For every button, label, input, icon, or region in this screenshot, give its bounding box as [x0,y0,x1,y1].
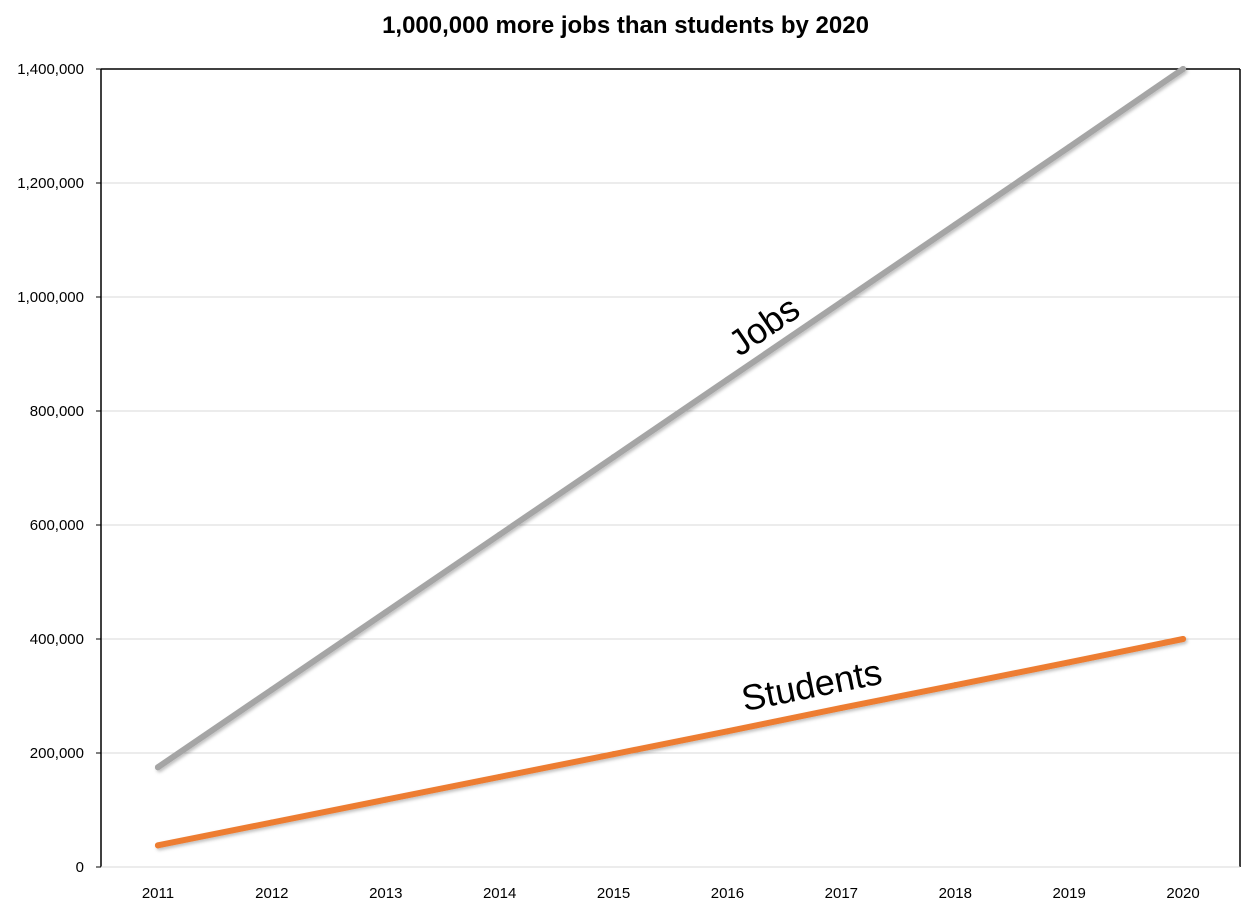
chart-title: 1,000,000 more jobs than students by 202… [382,12,869,39]
data-point-jobs [154,764,161,771]
x-tick-label: 2016 [711,885,744,902]
x-tick-label: 2014 [483,885,516,902]
y-tick-label: 200,000 [30,745,84,762]
data-point-students [496,773,503,780]
y-tick-label: 800,000 [30,403,84,420]
data-point-jobs [724,376,731,383]
data-point-students [724,728,731,735]
data-point-jobs [610,454,617,461]
gridlines [101,182,1240,754]
x-tick-label: 2012 [255,885,288,902]
data-point-jobs [1180,66,1187,72]
data-point-students [1180,636,1187,642]
data-point-students [838,704,845,711]
x-tick-label: 2020 [1166,885,1199,902]
data-point-jobs [838,299,845,306]
series-lines [154,66,1187,849]
data-point-students [268,819,275,826]
data-point-students [154,842,161,849]
data-point-jobs [382,609,389,616]
x-tick-label: 2011 [142,885,174,902]
x-tick-label: 2017 [825,885,858,902]
data-point-students [610,751,617,758]
y-tick-label: 1,200,000 [17,175,84,192]
x-tick-label: 2019 [1052,885,1085,902]
y-tick-label: 400,000 [30,631,84,648]
y-tick-label: 1,000,000 [17,289,84,306]
y-tick-label: 600,000 [30,517,84,534]
axes: 0 200,000 400,000 600,000 800,000 1,000,000 1,… [17,61,1241,902]
data-point-jobs [952,221,959,228]
data-point-jobs [268,686,275,693]
data-point-students [382,796,389,803]
data-point-jobs [1066,144,1073,151]
x-tick-label: 2015 [597,885,630,902]
data-point-jobs [496,531,503,538]
data-point-students [1066,659,1073,666]
y-tick-label: 1,400,000 [17,61,84,78]
x-tick-label: 2018 [939,885,972,902]
x-tick-label: 2013 [369,885,402,902]
series-line-students [154,636,1187,849]
series-label-students: Students [738,651,885,719]
data-point-students [952,682,959,689]
series-line-jobs [154,66,1187,771]
y-tick-label: 0 [76,859,84,876]
